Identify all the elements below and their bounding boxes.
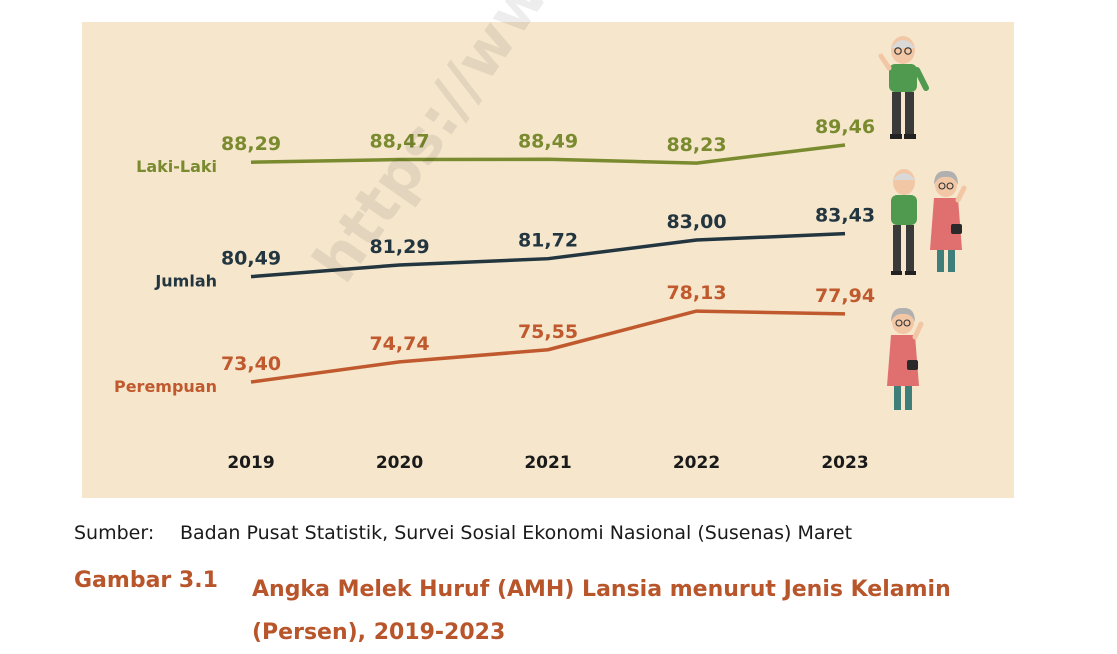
data-label: 80,49	[221, 248, 281, 270]
series-line-jumlah	[250, 231, 846, 279]
data-label: 88,23	[666, 134, 726, 156]
series-line-laki-laki	[250, 143, 846, 165]
series-name-label: Perempuan	[114, 377, 217, 396]
source-note: Sumber: Badan Pusat Statistik, Survei Sos…	[74, 522, 852, 544]
elderly-couple-icon	[891, 169, 967, 275]
data-label: 83,00	[666, 211, 726, 233]
elderly-man-icon	[878, 36, 929, 139]
x-tick-label: 2019	[227, 453, 274, 473]
x-tick-label: 2021	[524, 453, 571, 473]
data-label: 78,13	[666, 282, 726, 304]
data-label: 81,29	[369, 236, 429, 258]
elderly-woman-icon	[887, 307, 924, 410]
data-label: 75,55	[518, 321, 578, 343]
line-chart: 88,29 88,47 88,49 88,23 89,46 80,49 81,29 81,72…	[82, 22, 1014, 498]
x-tick-label: 2020	[376, 453, 423, 473]
data-label: 74,74	[369, 333, 429, 355]
series-name-label: Jumlah	[154, 272, 217, 291]
data-label: 81,72	[518, 230, 578, 252]
data-label: 88,47	[369, 131, 429, 153]
series-name-label: Laki-Laki	[136, 157, 217, 176]
x-tick-label: 2023	[821, 453, 868, 473]
data-label: 73,40	[221, 353, 281, 375]
data-label: 77,94	[815, 285, 875, 307]
data-label: 88,29	[221, 133, 281, 155]
data-label: 88,49	[518, 130, 578, 152]
data-label: 89,46	[815, 116, 875, 138]
chart-area: 88,29 88,47 88,49 88,23 89,46 80,49 81,29 81,72…	[82, 0, 1014, 498]
source-label: Sumber:	[74, 522, 155, 544]
series-line-perempuan	[250, 309, 846, 384]
x-tick-label: 2022	[673, 453, 720, 473]
figure-title: Angka Melek Huruf (AMH) Lansia menurut J…	[252, 577, 951, 645]
source-text: Badan Pusat Statistik, Survei Sosial Eko…	[180, 522, 853, 544]
figure-number: Gambar 3.1	[74, 568, 218, 593]
data-label: 83,43	[815, 205, 875, 227]
